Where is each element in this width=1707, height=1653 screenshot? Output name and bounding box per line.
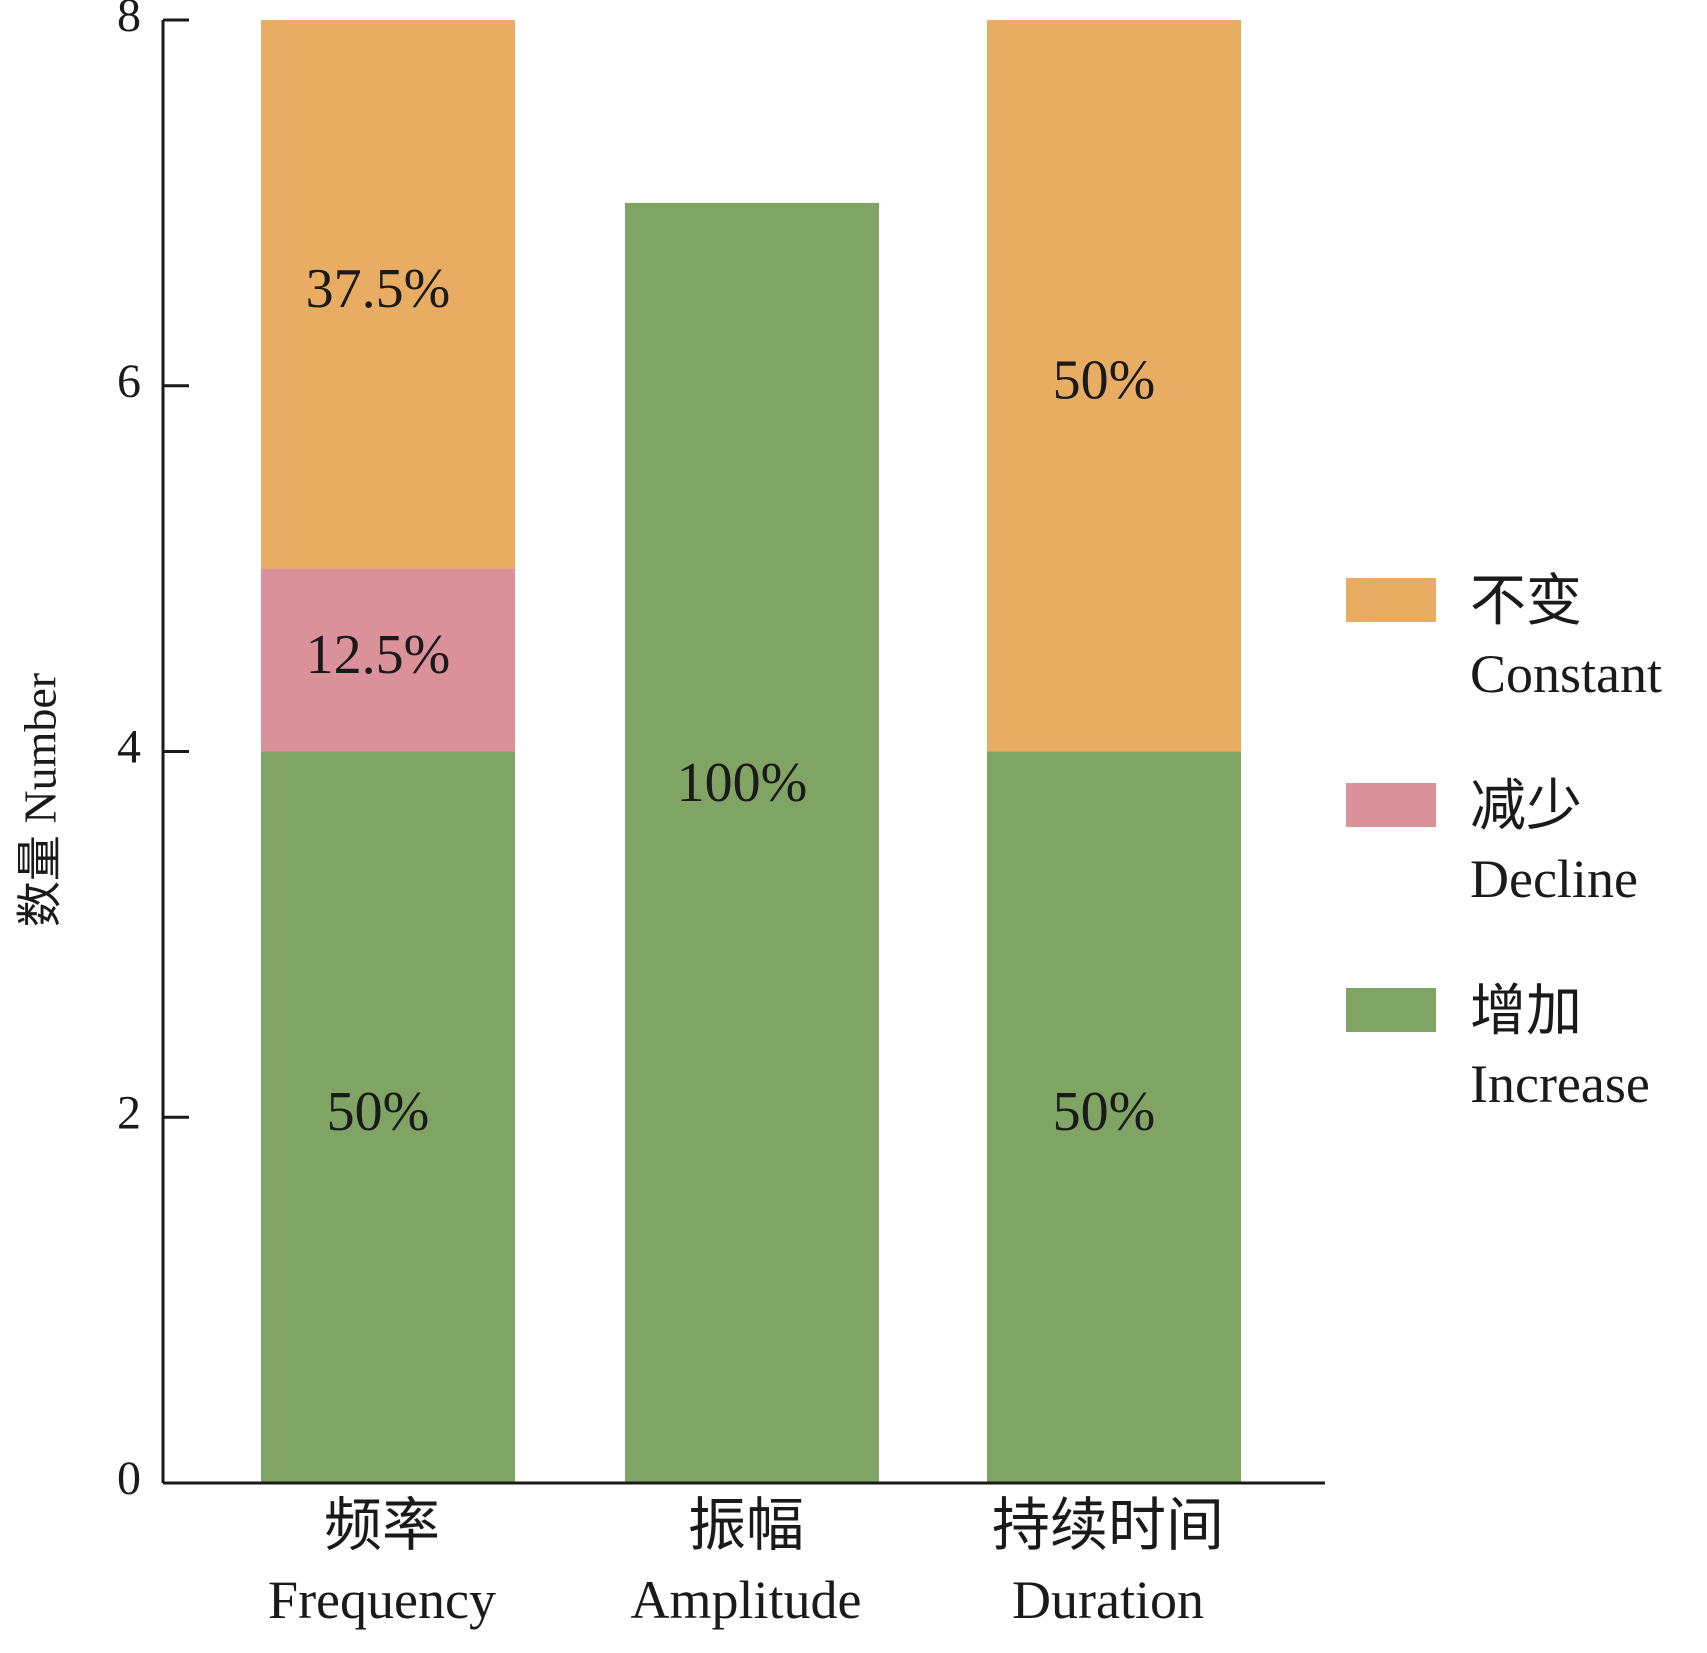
y-tick-label: 4 [117, 721, 141, 774]
bar-value-label: 50% [327, 1081, 430, 1143]
y-tick-label: 6 [117, 355, 141, 408]
bar-value-label: 50% [1053, 350, 1156, 412]
bar-constant-duration [987, 20, 1241, 752]
y-tick-label: 2 [117, 1086, 141, 1139]
y-tick-label: 0 [117, 1452, 141, 1505]
bar-value-label: 37.5% [306, 258, 451, 320]
y-ticks-layer: 0 2 4 6 8 [117, 0, 189, 1505]
legend-label-en: Constant [1470, 644, 1662, 704]
legend-label-en: Increase [1470, 1054, 1650, 1114]
legend: 不变 Constant 减少 Decline 增加 Increase [1346, 571, 1662, 1114]
x-tick-labels-layer: 频率 Frequency 振幅 Amplitude 持续时间 Duration [268, 1493, 1224, 1630]
bar-constant-frequency [261, 20, 515, 569]
y-tick-label: 8 [117, 0, 141, 42]
bar-value-label: 50% [1053, 1081, 1156, 1143]
bar-decline-frequency [261, 568, 515, 752]
legend-label-zh: 不变 [1470, 571, 1582, 633]
x-tick-label-en: Duration [1012, 1570, 1204, 1630]
bars-layer [261, 20, 1241, 1483]
bar-value-label: 12.5% [306, 624, 451, 686]
legend-swatch-increase [1346, 988, 1436, 1032]
bar-increase-amplitude [625, 202, 879, 1483]
legend-swatch-decline [1346, 783, 1436, 827]
legend-label-zh: 增加 [1470, 981, 1582, 1043]
bar-increase-duration [987, 751, 1241, 1483]
legend-swatch-constant [1346, 578, 1436, 622]
bar-increase-frequency [261, 751, 515, 1483]
x-tick-label-zh: 振幅 [688, 1493, 804, 1558]
x-tick-label-zh: 持续时间 [992, 1493, 1224, 1558]
legend-label-zh: 减少 [1470, 776, 1582, 838]
x-tick-label-en: Frequency [268, 1570, 496, 1630]
bar-labels-layer: 50% 12.5% 37.5% 100% 50% 50% [306, 258, 1156, 1143]
bar-value-label: 100% [677, 752, 808, 814]
y-axis-label: 数量 Number [15, 673, 66, 927]
x-tick-label-en: Amplitude [631, 1570, 862, 1630]
x-tick-label-zh: 频率 [324, 1493, 440, 1558]
legend-label-en: Decline [1470, 849, 1638, 909]
